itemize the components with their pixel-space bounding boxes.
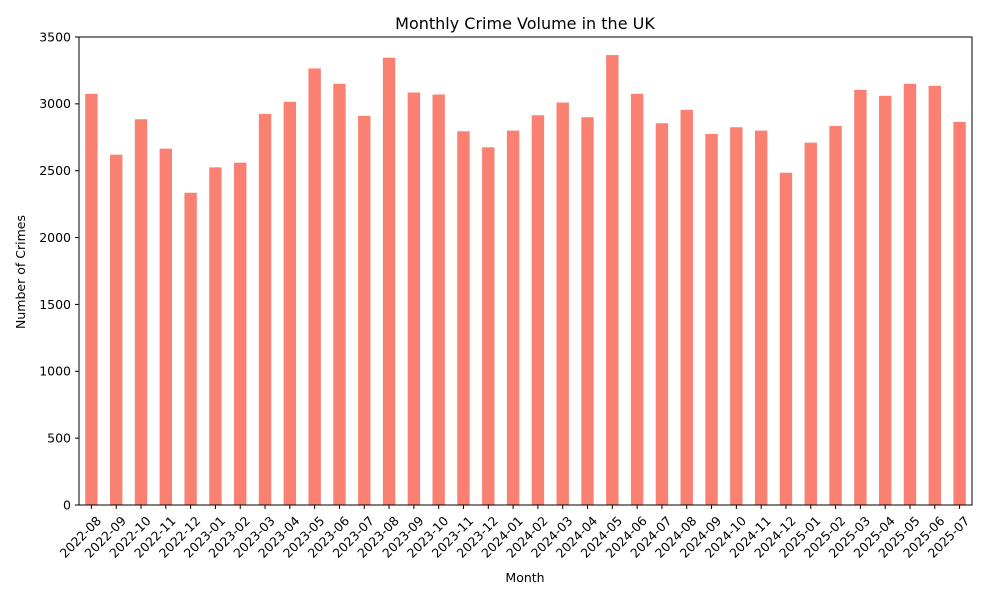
bar-2024-04 [581, 117, 594, 505]
bars-group [85, 55, 966, 506]
x-axis-label: Month [505, 570, 544, 585]
y-tick-label: 3500 [39, 29, 71, 44]
bar-2024-06 [630, 93, 644, 505]
y-axis-label: Number of Crimes [13, 215, 28, 329]
bar-2024-01 [506, 130, 520, 505]
x-axis: 2022-082022-092022-102022-112022-122023-… [57, 505, 972, 561]
y-tick-label: 2500 [39, 163, 71, 178]
bar-2024-12 [779, 172, 793, 505]
bar-2023-02 [234, 162, 247, 505]
bar-2025-03 [854, 89, 867, 505]
y-axis: 0 500 1000 1500 2000 2500 3000 3500 [39, 29, 79, 512]
bar-2024-02 [531, 115, 545, 505]
bar-2025-07 [953, 121, 966, 505]
bar-2023-03 [258, 113, 272, 505]
bar-2024-05 [606, 55, 619, 506]
bar-2022-11 [159, 148, 173, 505]
bar-2025-02 [829, 125, 842, 506]
bar-2024-11 [754, 130, 768, 505]
bar-2023-04 [283, 101, 297, 505]
bar-2023-05 [308, 68, 321, 506]
bar-2025-05 [903, 83, 917, 506]
chart-title: Monthly Crime Volume in the UK [395, 14, 655, 33]
bar-2023-09 [407, 92, 421, 506]
bar-2022-12 [184, 192, 197, 505]
bar-2023-08 [382, 57, 396, 505]
y-tick-label: 1500 [39, 297, 71, 312]
bar-2024-07 [655, 123, 669, 505]
bar-2023-06 [333, 83, 346, 506]
bar-2023-12 [482, 147, 495, 505]
bar-2024-10 [730, 127, 743, 505]
bar-2022-10 [134, 119, 148, 505]
bar-2023-10 [432, 94, 445, 505]
y-tick-label: 1000 [39, 364, 71, 379]
bar-2024-09 [705, 133, 718, 505]
bar-2025-01 [804, 142, 817, 505]
bar-2022-09 [110, 154, 123, 506]
y-tick-label: 500 [47, 431, 71, 446]
bar-2023-11 [457, 131, 470, 505]
y-tick-label: 0 [63, 497, 71, 512]
bar-2022-08 [85, 93, 98, 505]
bar-2023-01 [209, 167, 222, 505]
plot-frame [78, 36, 973, 506]
y-tick-label: 2000 [39, 230, 71, 245]
bar-2023-07 [358, 115, 371, 505]
bar-2024-03 [556, 102, 569, 506]
bar-2025-04 [878, 95, 892, 505]
y-tick-label: 3000 [39, 96, 71, 111]
bar-2025-06 [928, 85, 941, 505]
bar-2024-08 [680, 109, 693, 506]
